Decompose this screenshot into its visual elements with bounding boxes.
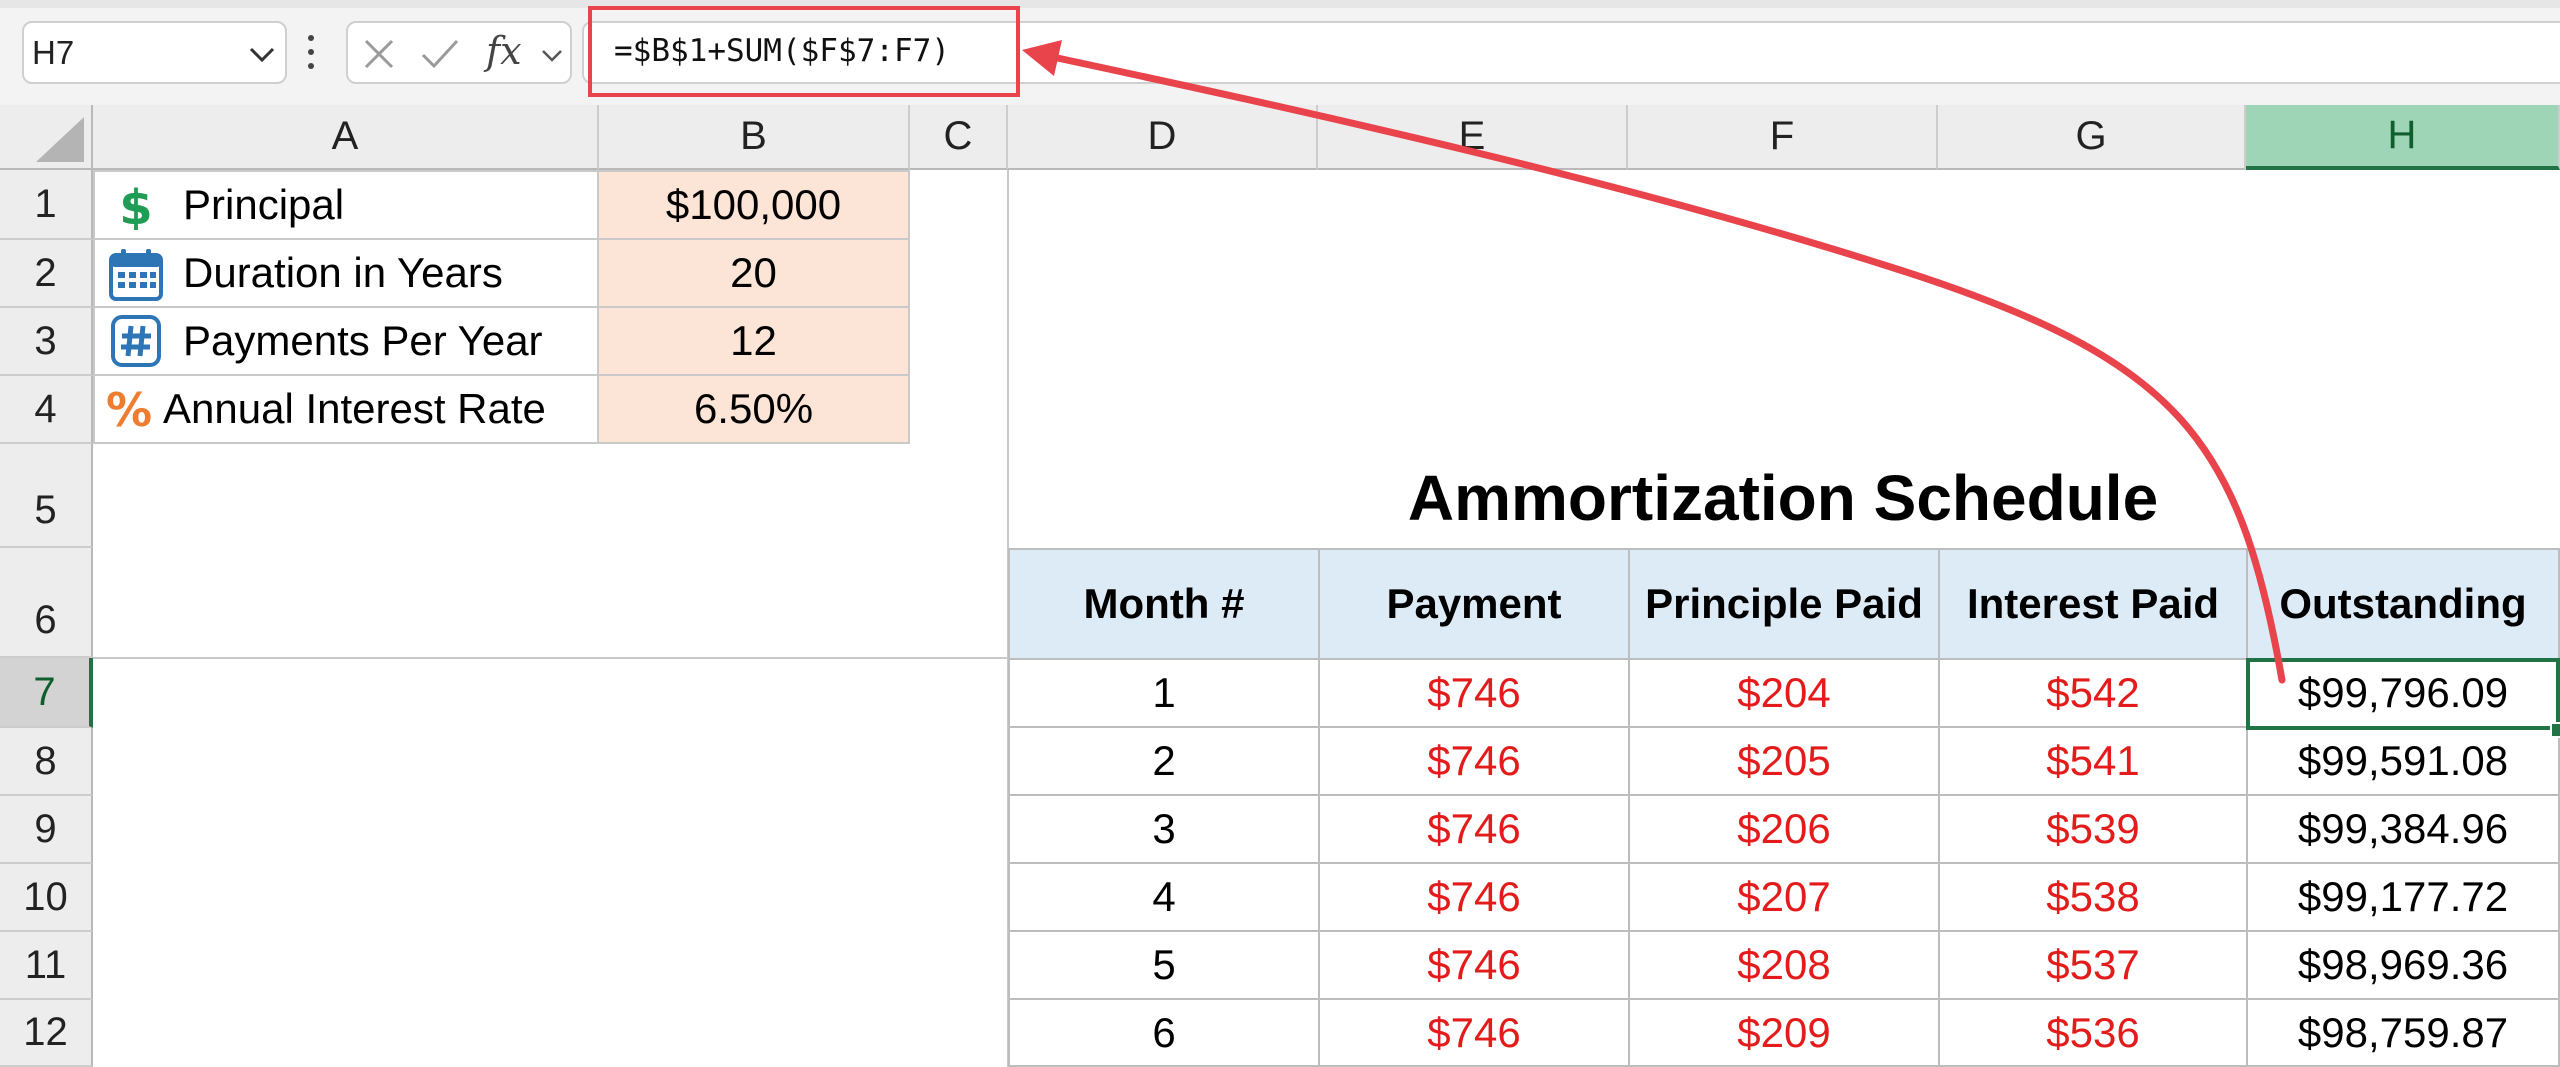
interest-paid-cell[interactable]: $542 [1938, 658, 2248, 728]
principle-paid-cell[interactable]: $207 [1628, 862, 1940, 932]
param-label-text: Annual Interest Rate [163, 385, 546, 432]
row-header-2[interactable]: 2 [0, 240, 93, 308]
insert-function-icon[interactable]: fx [486, 29, 522, 73]
payment-cell[interactable]: $746 [1318, 998, 1630, 1067]
chevron-down-icon[interactable] [540, 43, 564, 67]
payment-cell[interactable]: $746 [1318, 930, 1630, 1000]
gridline [93, 657, 1008, 659]
param-label-text: Payments Per Year [183, 317, 543, 364]
column-header-c[interactable]: C [910, 105, 1008, 170]
param-value-principal[interactable]: $100,000 [597, 170, 910, 240]
outstanding-cell[interactable]: $98,759.87 [2246, 998, 2560, 1067]
outstanding-cell[interactable]: $99,591.08 [2246, 726, 2560, 796]
param-label-interest-rate[interactable]: Annual Interest Rate [93, 374, 599, 444]
month-cell[interactable]: 4 [1008, 862, 1320, 932]
formula-bar: H7 fx =$B$1+SUM($F$7:F7) [0, 0, 2560, 105]
interest-paid-cell[interactable]: $538 [1938, 862, 2248, 932]
column-header-f[interactable]: F [1628, 105, 1938, 170]
param-value-duration[interactable]: 20 [597, 238, 910, 308]
chevron-down-icon[interactable] [247, 39, 277, 69]
row-header-12[interactable]: 12 [0, 1000, 93, 1067]
check-icon[interactable] [420, 37, 460, 71]
principle-paid-cell[interactable]: $204 [1628, 658, 1940, 728]
interest-paid-cell[interactable]: $537 [1938, 930, 2248, 1000]
dollar-icon: $ [119, 180, 152, 230]
row-header-7[interactable]: 7 [0, 658, 93, 728]
row-header-10[interactable]: 10 [0, 864, 93, 932]
param-label-duration[interactable]: Duration in Years [93, 238, 599, 308]
svg-text:$: $ [119, 180, 152, 230]
row-header-5[interactable]: 5 [0, 444, 93, 548]
month-cell[interactable]: 3 [1008, 794, 1320, 864]
name-box-value: H7 [32, 34, 75, 71]
payment-cell[interactable]: $746 [1318, 726, 1630, 796]
column-header-a[interactable]: A [93, 105, 599, 170]
cancel-icon[interactable] [362, 37, 396, 71]
header-interest-paid[interactable]: Interest Paid [1938, 548, 2248, 660]
select-all-corner[interactable] [0, 105, 93, 170]
ribbon-edge [0, 0, 2560, 8]
hash-icon [111, 315, 161, 367]
column-header-d[interactable]: D [1008, 105, 1318, 170]
param-label-principal[interactable]: Principal [93, 170, 599, 240]
percent-icon: % [106, 384, 152, 434]
row-header-4[interactable]: 4 [0, 376, 93, 444]
outstanding-cell[interactable]: $99,177.72 [2246, 862, 2560, 932]
param-label-payments-per-year[interactable]: Payments Per Year [93, 306, 599, 376]
header-principle-paid[interactable]: Principle Paid [1628, 548, 1940, 660]
outstanding-cell[interactable]: $99,384.96 [2246, 794, 2560, 864]
more-options-icon[interactable] [306, 30, 316, 74]
header-outstanding[interactable]: Outstanding [2246, 548, 2560, 660]
interest-paid-cell[interactable]: $541 [1938, 726, 2248, 796]
header-payment[interactable]: Payment [1318, 548, 1630, 660]
month-cell[interactable]: 1 [1008, 658, 1320, 728]
svg-text:%: % [106, 384, 152, 434]
principle-paid-cell[interactable]: $206 [1628, 794, 1940, 864]
row-header-9[interactable]: 9 [0, 796, 93, 864]
formula-text[interactable]: =$B$1+SUM($F$7:F7) [614, 33, 950, 69]
header-month[interactable]: Month # [1008, 548, 1320, 660]
active-cell-selection[interactable] [2246, 658, 2560, 730]
row-header-1[interactable]: 1 [0, 170, 93, 240]
month-cell[interactable]: 5 [1008, 930, 1320, 1000]
param-label-text: Principal [183, 181, 345, 228]
payment-cell[interactable]: $746 [1318, 862, 1630, 932]
fill-handle[interactable] [2550, 722, 2560, 738]
month-cell[interactable]: 6 [1008, 998, 1320, 1067]
formula-controls: fx [346, 21, 572, 84]
param-value-interest-rate[interactable]: 6.50% [597, 374, 910, 444]
principle-paid-cell[interactable]: $208 [1628, 930, 1940, 1000]
row-header-11[interactable]: 11 [0, 932, 93, 1000]
param-value-payments-per-year[interactable]: 12 [597, 306, 910, 376]
payment-cell[interactable]: $746 [1318, 658, 1630, 728]
column-header-b[interactable]: B [599, 105, 910, 170]
interest-paid-cell[interactable]: $536 [1938, 998, 2248, 1067]
calendar-icon [109, 249, 163, 301]
payment-cell[interactable]: $746 [1318, 794, 1630, 864]
outstanding-cell[interactable]: $98,969.36 [2246, 930, 2560, 1000]
param-label-text: Duration in Years [183, 249, 503, 296]
select-all-triangle-icon [36, 117, 84, 162]
row-header-3[interactable]: 3 [0, 308, 93, 376]
interest-paid-cell[interactable]: $539 [1938, 794, 2248, 864]
name-box[interactable]: H7 [22, 21, 287, 84]
principle-paid-cell[interactable]: $205 [1628, 726, 1940, 796]
row-header-8[interactable]: 8 [0, 728, 93, 796]
row-header-6[interactable]: 6 [0, 548, 93, 658]
column-header-h[interactable]: H [2246, 105, 2560, 170]
column-header-e[interactable]: E [1318, 105, 1628, 170]
column-header-g[interactable]: G [1938, 105, 2246, 170]
principle-paid-cell[interactable]: $209 [1628, 998, 1940, 1067]
schedule-title[interactable]: Ammortization Schedule [1407, 462, 2159, 534]
month-cell[interactable]: 2 [1008, 726, 1320, 796]
formula-highlight-box [588, 6, 1020, 97]
